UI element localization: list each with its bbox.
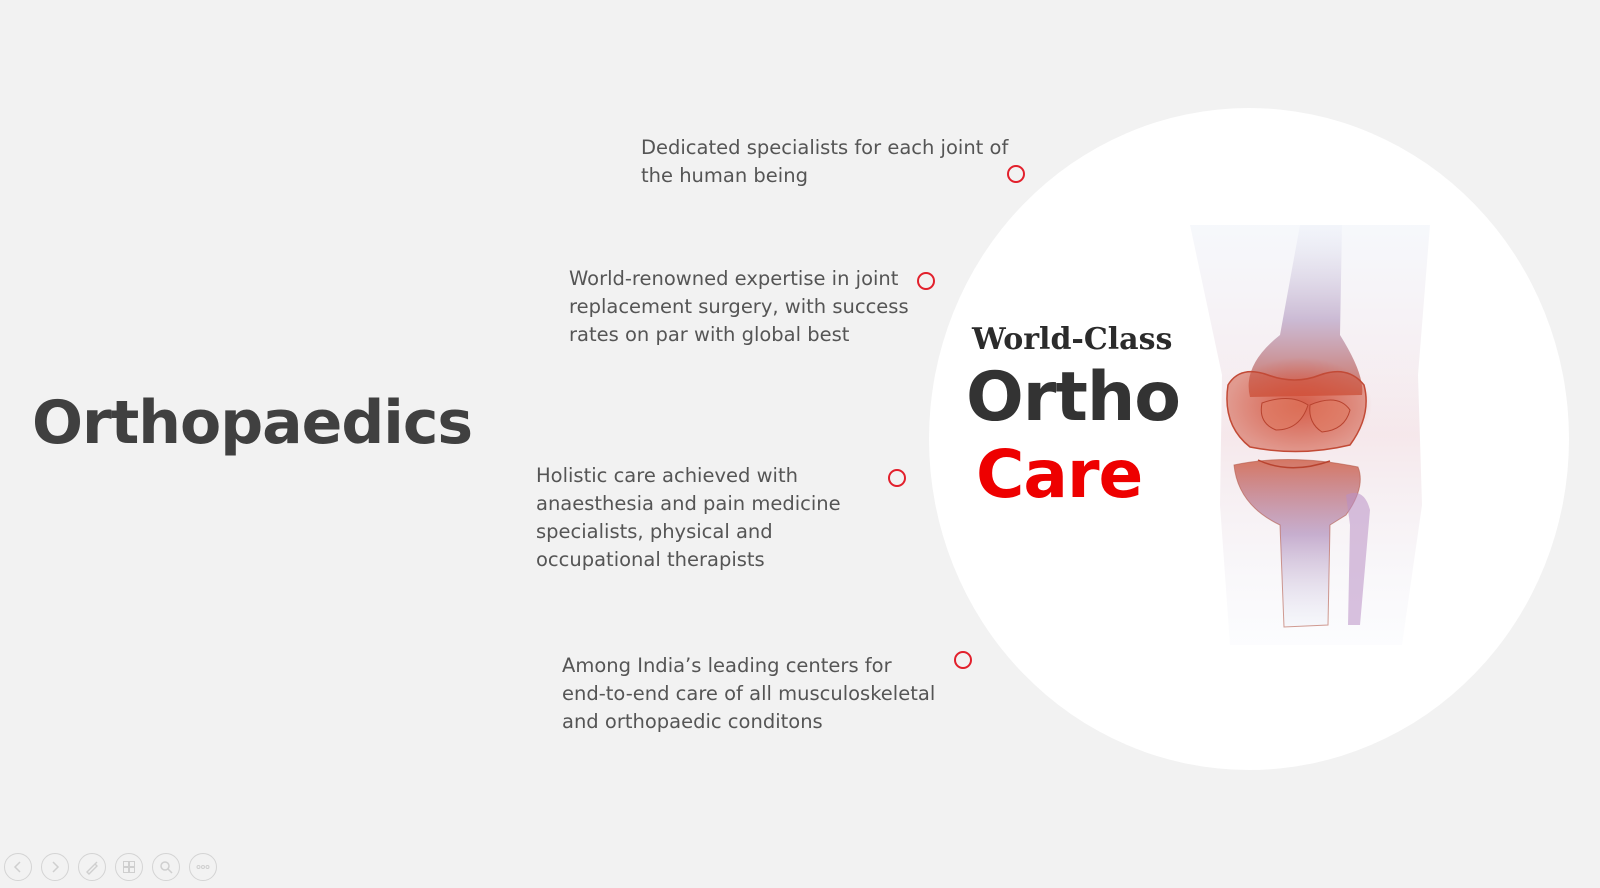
pen-icon (86, 861, 98, 875)
see-all-slides-icon (123, 861, 135, 873)
previous-slide-button[interactable] (4, 853, 32, 881)
pen-button[interactable] (78, 853, 106, 881)
hero-line-world-class: World-Class (972, 322, 1173, 357)
hero-line-ortho: Ortho (966, 358, 1181, 437)
more-options-icon (196, 865, 210, 869)
bullet-ring-icon-1 (1007, 165, 1025, 183)
bullet-text-3: Holistic care achieved with anaesthesia … (536, 464, 841, 571)
bullet-ring-icon-3 (888, 469, 906, 487)
bullet-text-1: Dedicated specialists for each joint of … (641, 136, 1009, 187)
bullet-text-2: World-renowned expertise in joint replac… (569, 267, 909, 346)
slide-title: Orthopaedics (32, 388, 473, 458)
zoom-button[interactable] (152, 853, 180, 881)
previous-slide-icon (13, 861, 21, 873)
bullet-text-4: Among India’s leading centers for end-to… (562, 654, 936, 733)
zoom-icon (160, 861, 173, 874)
more-options-button[interactable] (189, 853, 217, 881)
hero-line-care: Care (976, 436, 1143, 513)
bullet-ring-icon-4 (954, 651, 972, 669)
knee-joint-xray-icon (1190, 225, 1430, 645)
bullet-ring-icon-2 (917, 272, 935, 290)
see-all-slides-button[interactable] (115, 853, 143, 881)
next-slide-icon (52, 861, 60, 873)
presenter-toolbar (4, 853, 217, 881)
next-slide-button[interactable] (41, 853, 69, 881)
